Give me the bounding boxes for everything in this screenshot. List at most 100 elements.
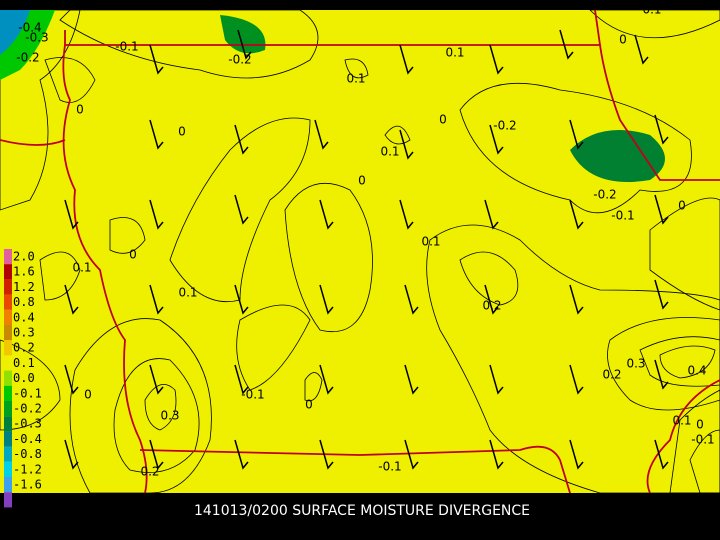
wind-barb (314, 119, 329, 150)
wind-barb (404, 439, 419, 470)
wind-barb (569, 439, 584, 470)
wind-barb (234, 284, 249, 315)
legend-label: -0.1 (13, 386, 42, 400)
contour-label: 0 (696, 418, 704, 432)
wind-barbs (64, 29, 669, 470)
legend-swatch (4, 355, 12, 371)
contour-area (659, 345, 716, 379)
contour-label: 0.1 (421, 235, 440, 249)
contour-area (69, 318, 212, 493)
legend-swatch (4, 492, 12, 508)
contour-label: 0.1 (445, 46, 464, 60)
wind-barb (489, 124, 504, 155)
wind-barb (64, 439, 79, 470)
legend-swatch (4, 446, 12, 462)
legend-label: 0.1 (13, 356, 35, 370)
contour-label: 0.2 (140, 465, 159, 479)
contour-label: 0.1 (346, 72, 365, 86)
legend-swatch (4, 309, 12, 325)
legend-swatch (4, 294, 12, 310)
contour-area (169, 117, 311, 302)
wind-barb (569, 284, 584, 315)
wind-barb (569, 364, 584, 395)
contour-area (459, 251, 519, 306)
contour-label: 0.3 (160, 409, 179, 423)
legend-label: 0.8 (13, 295, 35, 309)
wind-barb (149, 119, 164, 150)
wind-barb (404, 364, 419, 395)
legend-swatch (4, 325, 12, 341)
wind-barb (319, 284, 334, 315)
contour-area (39, 251, 81, 301)
wind-barb (237, 29, 252, 60)
legend-label: -0.2 (13, 402, 42, 416)
contour-label: 0 (439, 113, 447, 127)
map: -0.4-0.3-0.2-0.1-0.20.10.100.1000.10-0.2… (0, 3, 720, 493)
wind-barb (654, 279, 669, 310)
contour-label: 0 (619, 33, 627, 47)
contour-label: 0.3 (626, 357, 645, 371)
contour-label: -0.2 (593, 188, 616, 202)
contour-area (236, 304, 311, 391)
wind-barb (489, 439, 504, 470)
legend-swatch (4, 264, 12, 280)
contour-area (384, 125, 411, 145)
wind-barb (319, 439, 334, 470)
contour-area (669, 389, 720, 493)
contour-label: -0.3 (25, 31, 48, 45)
base-field (0, 10, 720, 493)
contour-label: 0.4 (687, 364, 706, 378)
wind-barb (569, 199, 584, 230)
contour-area (0, 10, 30, 55)
legend-swatch (4, 385, 12, 401)
legend-label: 0.0 (13, 371, 35, 385)
contour-label: 0.1 (380, 145, 399, 159)
wind-barb (64, 284, 79, 315)
wind-barb (634, 34, 649, 65)
contour-label: 0.1 (642, 3, 661, 17)
contour-label: -0.1 (691, 433, 714, 447)
contour-area (113, 358, 200, 473)
contour-label: 0 (84, 388, 92, 402)
wind-barb (149, 439, 164, 470)
legend-label: 0.4 (13, 310, 35, 324)
wind-barb (149, 364, 164, 395)
contour-label: 0 (358, 174, 366, 188)
legend-label: 2.0 (13, 250, 35, 264)
wind-barb (484, 284, 499, 315)
contour-label: -0.2 (16, 51, 39, 65)
legend-label: -0.8 (13, 447, 42, 461)
contour-label: 0 (678, 199, 686, 213)
legend: 2.01.61.20.80.40.30.20.10.0-0.1-0.2-0.3-… (4, 249, 42, 508)
contour-label: -0.4 (18, 21, 41, 35)
contour-label: 0.1 (72, 261, 91, 275)
legend-swatch (4, 340, 12, 356)
wind-barb (654, 114, 669, 145)
contour-label: -0.2 (228, 53, 251, 67)
wind-barb (654, 439, 669, 470)
legend-label: -1.6 (13, 478, 42, 492)
contour-area (426, 224, 720, 493)
legend-swatch (4, 431, 12, 447)
legend-swatch (4, 461, 12, 477)
legend-label: 1.2 (13, 280, 35, 294)
contour-area (0, 10, 81, 211)
contour-label: -0.1 (378, 460, 401, 474)
contour-area (0, 339, 61, 431)
wind-barb (64, 364, 79, 395)
wind-barb (234, 364, 249, 395)
contour-area (220, 15, 266, 54)
state-borders (0, 10, 720, 493)
contour-area (649, 197, 720, 311)
legend-label: -0.4 (13, 432, 42, 446)
contour-label: 0 (76, 103, 84, 117)
legend-swatch (4, 370, 12, 386)
contour-label: -0.1 (241, 388, 264, 402)
legend-label: -1.2 (13, 462, 42, 476)
contour-label: 0.2 (482, 299, 501, 313)
contour-labels: -0.4-0.3-0.2-0.1-0.20.10.100.1000.10-0.2… (16, 3, 714, 479)
wind-barb (559, 29, 574, 60)
contour-area (144, 383, 177, 431)
contour-label: -0.2 (493, 119, 516, 133)
wind-barb (654, 194, 669, 225)
